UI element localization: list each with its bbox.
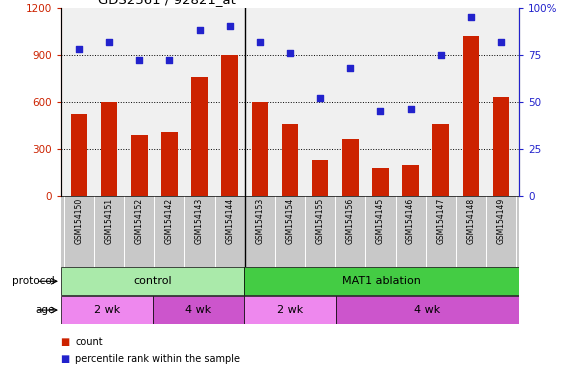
- Text: GSM154146: GSM154146: [406, 198, 415, 244]
- Text: percentile rank within the sample: percentile rank within the sample: [75, 354, 240, 364]
- Bar: [282, 124, 298, 196]
- Bar: [153, 296, 244, 324]
- Text: GSM154155: GSM154155: [316, 198, 325, 244]
- Bar: [433, 124, 449, 196]
- Bar: [252, 102, 268, 196]
- Bar: [342, 139, 358, 196]
- Text: GSM154151: GSM154151: [104, 198, 114, 244]
- Text: GSM154143: GSM154143: [195, 198, 204, 244]
- Text: GSM154150: GSM154150: [74, 198, 84, 244]
- Text: 2 wk: 2 wk: [93, 305, 120, 315]
- Bar: [191, 77, 208, 196]
- Point: [376, 108, 385, 114]
- Bar: [372, 169, 389, 196]
- Bar: [131, 135, 147, 196]
- Text: count: count: [75, 337, 103, 347]
- Bar: [463, 36, 479, 196]
- Bar: [493, 97, 509, 196]
- Bar: [312, 160, 328, 196]
- Bar: [101, 102, 117, 196]
- Bar: [61, 267, 244, 295]
- Point: [104, 38, 114, 45]
- Bar: [222, 55, 238, 196]
- Point: [74, 46, 84, 52]
- Text: GSM154153: GSM154153: [255, 198, 264, 244]
- Bar: [336, 296, 519, 324]
- Text: GSM154145: GSM154145: [376, 198, 385, 244]
- Point: [255, 38, 264, 45]
- Bar: [61, 296, 153, 324]
- Point: [466, 14, 476, 20]
- Text: age: age: [36, 305, 55, 315]
- Text: 4 wk: 4 wk: [414, 305, 441, 315]
- Point: [195, 27, 204, 33]
- Bar: [244, 296, 336, 324]
- Text: GSM154149: GSM154149: [496, 198, 506, 244]
- Text: GSM154148: GSM154148: [466, 198, 476, 244]
- Point: [225, 23, 234, 30]
- Text: MAT1 ablation: MAT1 ablation: [342, 276, 421, 286]
- Point: [496, 38, 506, 45]
- Point: [316, 95, 325, 101]
- Point: [346, 65, 355, 71]
- Point: [436, 52, 445, 58]
- Text: GSM154156: GSM154156: [346, 198, 355, 244]
- Text: protocol: protocol: [12, 276, 55, 286]
- Text: ■: ■: [61, 354, 73, 364]
- Text: GSM154152: GSM154152: [135, 198, 144, 244]
- Point: [406, 106, 415, 113]
- Text: GSM154154: GSM154154: [285, 198, 295, 244]
- Bar: [403, 165, 419, 196]
- Text: 2 wk: 2 wk: [277, 305, 303, 315]
- Text: 4 wk: 4 wk: [185, 305, 212, 315]
- Bar: [71, 114, 87, 196]
- Text: ■: ■: [61, 337, 73, 347]
- Point: [285, 50, 295, 56]
- Bar: [161, 132, 177, 196]
- Text: GDS2561 / 92821_at: GDS2561 / 92821_at: [97, 0, 235, 7]
- Text: GSM154142: GSM154142: [165, 198, 174, 244]
- Point: [135, 57, 144, 63]
- Text: GSM154147: GSM154147: [436, 198, 445, 244]
- Point: [165, 57, 174, 63]
- Text: GSM154144: GSM154144: [225, 198, 234, 244]
- Bar: [244, 267, 519, 295]
- Text: control: control: [133, 276, 172, 286]
